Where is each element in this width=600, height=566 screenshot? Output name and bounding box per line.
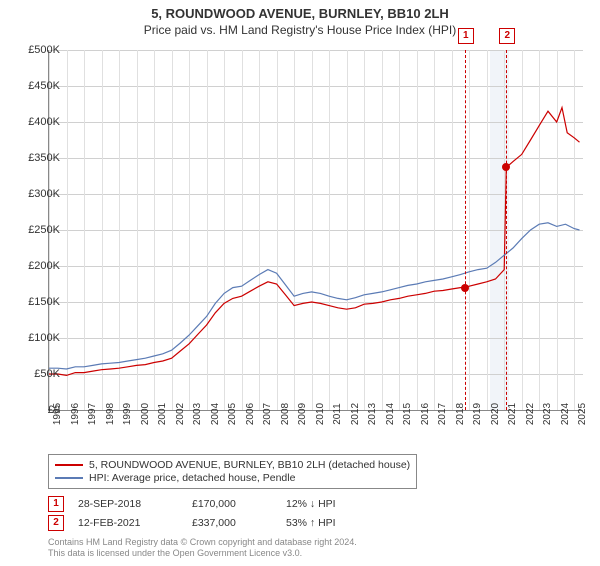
chart-svg xyxy=(49,50,583,410)
x-tick-label: 2013 xyxy=(367,403,378,425)
x-tick-label: 2012 xyxy=(350,403,361,425)
x-tick-label: 2018 xyxy=(455,403,466,425)
footnote: Contains HM Land Registry data © Crown c… xyxy=(48,537,582,559)
y-tick-label: £350K xyxy=(16,152,60,164)
sale-marker-box: 2 xyxy=(48,515,64,531)
x-tick-label: 2022 xyxy=(525,403,536,425)
sale-date: 12-FEB-2021 xyxy=(78,517,178,529)
legend-label-0: 5, ROUNDWOOD AVENUE, BURNLEY, BB10 2LH (… xyxy=(89,459,410,471)
x-tick-label: 2007 xyxy=(262,403,273,425)
x-tick-label: 2025 xyxy=(577,403,588,425)
y-tick-label: £500K xyxy=(16,44,60,56)
x-tick-label: 1998 xyxy=(105,403,116,425)
y-tick-label: £450K xyxy=(16,80,60,92)
x-tick-label: 2010 xyxy=(315,403,326,425)
x-tick-label: 2014 xyxy=(385,403,396,425)
x-tick-label: 2009 xyxy=(297,403,308,425)
x-tick-label: 2020 xyxy=(490,403,501,425)
x-tick-label: 2023 xyxy=(542,403,553,425)
y-tick-label: £100K xyxy=(16,332,60,344)
x-tick-label: 2021 xyxy=(507,403,518,425)
marker-label-box: 1 xyxy=(458,28,474,44)
sale-delta: 53% ↑ HPI xyxy=(286,517,376,529)
x-tick-label: 2024 xyxy=(560,403,571,425)
x-tick-label: 1997 xyxy=(87,403,98,425)
x-tick-label: 2008 xyxy=(280,403,291,425)
sale-price: £170,000 xyxy=(192,498,272,510)
sale-row: 2 12-FEB-2021 £337,000 53% ↑ HPI xyxy=(48,515,582,531)
legend-box: 5, ROUNDWOOD AVENUE, BURNLEY, BB10 2LH (… xyxy=(48,454,417,489)
x-tick-label: 1996 xyxy=(70,403,81,425)
x-tick-label: 2001 xyxy=(157,403,168,425)
y-tick-label: £150K xyxy=(16,296,60,308)
legend-item-1: HPI: Average price, detached house, Pend… xyxy=(55,472,410,484)
chart-title: 5, ROUNDWOOD AVENUE, BURNLEY, BB10 2LH xyxy=(0,6,600,21)
y-tick-label: £50K xyxy=(16,368,60,380)
chart-plot-area: 12 xyxy=(48,50,583,411)
x-tick-label: 2005 xyxy=(227,403,238,425)
sale-date: 28-SEP-2018 xyxy=(78,498,178,510)
x-tick-label: 2016 xyxy=(420,403,431,425)
sale-delta: 12% ↓ HPI xyxy=(286,498,376,510)
x-tick-label: 2004 xyxy=(210,403,221,425)
x-tick-label: 1999 xyxy=(122,403,133,425)
marker-dot xyxy=(502,163,510,171)
legend-label-1: HPI: Average price, detached house, Pend… xyxy=(89,472,295,484)
sale-price: £337,000 xyxy=(192,517,272,529)
x-tick-label: 2017 xyxy=(437,403,448,425)
sale-row: 1 28-SEP-2018 £170,000 12% ↓ HPI xyxy=(48,496,582,512)
y-tick-label: £300K xyxy=(16,188,60,200)
x-tick-label: 2011 xyxy=(332,403,343,425)
x-tick-label: 2019 xyxy=(472,403,483,425)
x-tick-label: 2015 xyxy=(402,403,413,425)
marker-dot xyxy=(461,284,469,292)
sale-marker-box: 1 xyxy=(48,496,64,512)
x-tick-label: 2002 xyxy=(175,403,186,425)
x-tick-label: 1995 xyxy=(52,403,63,425)
x-tick-label: 2003 xyxy=(192,403,203,425)
legend-area: 5, ROUNDWOOD AVENUE, BURNLEY, BB10 2LH (… xyxy=(48,454,582,559)
x-tick-label: 2006 xyxy=(245,403,256,425)
legend-swatch-0 xyxy=(55,464,83,466)
legend-swatch-1 xyxy=(55,477,83,479)
sale-rows: 1 28-SEP-2018 £170,000 12% ↓ HPI 2 12-FEB-202… xyxy=(48,496,582,531)
y-tick-label: £200K xyxy=(16,260,60,272)
legend-item-0: 5, ROUNDWOOD AVENUE, BURNLEY, BB10 2LH (… xyxy=(55,459,410,471)
y-tick-label: £250K xyxy=(16,224,60,236)
y-tick-label: £400K xyxy=(16,116,60,128)
x-tick-label: 2000 xyxy=(140,403,151,425)
marker-label-box: 2 xyxy=(499,28,515,44)
